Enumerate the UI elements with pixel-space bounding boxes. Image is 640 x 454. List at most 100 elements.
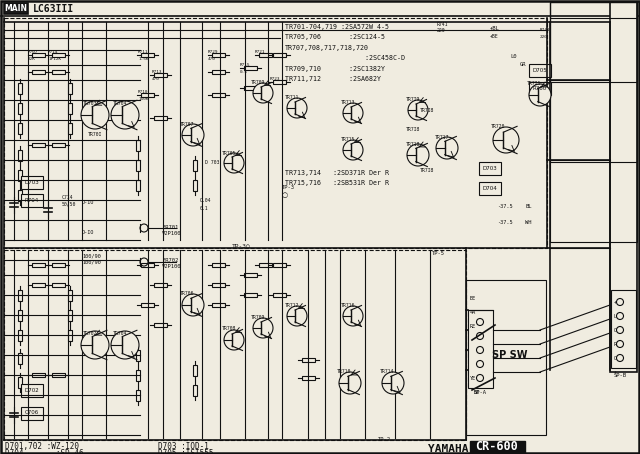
Text: TP-3: TP-3 [282, 185, 295, 190]
Bar [51, 53, 65, 57]
Text: GR: GR [520, 62, 527, 67]
Bar [193, 179, 197, 191]
Text: R714: R714 [48, 50, 58, 54]
Bar [18, 290, 22, 301]
Bar [18, 189, 22, 201]
Text: R723: R723 [270, 77, 280, 81]
Bar [154, 323, 166, 327]
Text: +: + [614, 370, 616, 375]
Bar [31, 283, 45, 287]
Text: D705: D705 [532, 68, 547, 73]
Circle shape [343, 103, 363, 123]
Bar [529, 82, 551, 94]
Circle shape [111, 331, 139, 359]
Text: R721: R721 [255, 50, 266, 54]
Text: TR721: TR721 [527, 81, 541, 86]
Text: R710: R710 [138, 90, 148, 94]
Text: BL: BL [525, 204, 531, 209]
Bar [21, 176, 43, 188]
Text: D703: D703 [24, 179, 40, 184]
Bar [31, 263, 45, 267]
Bar [259, 263, 271, 267]
Text: TR711: TR711 [285, 95, 300, 100]
Bar [466, 280, 546, 435]
Text: 150K: 150K [138, 97, 148, 101]
Text: R760: R760 [533, 85, 547, 90]
Text: TP-5: TP-5 [432, 251, 445, 256]
Bar [31, 53, 45, 57]
Text: TR705,706       :2SC124-5: TR705,706 :2SC124-5 [285, 35, 385, 40]
Bar [141, 303, 154, 307]
Bar [550, 2, 637, 162]
Bar [51, 283, 65, 287]
Bar [273, 293, 285, 297]
Circle shape [253, 83, 273, 103]
Bar [18, 123, 22, 133]
Bar [136, 179, 140, 191]
Text: TR718: TR718 [406, 142, 420, 147]
Text: 50/50: 50/50 [62, 201, 76, 206]
Text: RE: RE [470, 324, 476, 329]
Bar [273, 80, 285, 84]
Bar [154, 116, 166, 120]
Text: ○: ○ [282, 192, 288, 198]
Text: TR709: TR709 [251, 80, 266, 85]
Circle shape [493, 127, 519, 153]
Text: R713: R713 [152, 70, 163, 74]
Bar [68, 83, 72, 94]
Text: TR709: TR709 [251, 315, 266, 320]
Bar [21, 193, 43, 207]
Text: 0.1: 0.1 [200, 206, 209, 211]
Circle shape [182, 124, 204, 146]
Text: TP-2: TP-2 [378, 437, 391, 442]
Text: D702: D702 [24, 388, 40, 393]
Bar [243, 66, 257, 70]
Bar [68, 290, 72, 301]
Bar [470, 441, 525, 454]
Bar [610, 2, 637, 372]
Text: D 703: D 703 [205, 160, 220, 165]
Circle shape [111, 101, 139, 129]
Text: TR7I9: TR7I9 [406, 97, 420, 102]
Text: D704: D704 [483, 186, 497, 191]
Bar [193, 365, 197, 375]
Text: TR7I8: TR7I8 [420, 108, 435, 113]
Bar [18, 149, 22, 161]
Bar [211, 303, 225, 307]
Text: TR711,712       :2SA682Y: TR711,712 :2SA682Y [285, 77, 381, 83]
Bar [468, 310, 493, 388]
Bar [301, 358, 314, 362]
Bar [68, 330, 72, 340]
Text: TR713: TR713 [341, 100, 355, 105]
Text: +BL: +BL [490, 26, 500, 31]
Bar [154, 73, 166, 77]
Bar [136, 139, 140, 150]
Bar [550, 2, 637, 82]
Bar [18, 352, 22, 364]
Text: R704: R704 [25, 197, 39, 202]
Bar [51, 70, 65, 74]
Bar [243, 273, 257, 277]
Text: :2SC458C-D: :2SC458C-D [285, 55, 405, 61]
Text: TR706: TR706 [180, 291, 195, 296]
Text: L: L [614, 314, 616, 319]
Bar [259, 53, 271, 57]
Bar [193, 159, 197, 171]
Bar [211, 263, 225, 267]
Text: TR714: TR714 [380, 369, 394, 374]
Bar [18, 330, 22, 340]
Bar [4, 18, 547, 248]
Text: SP-A: SP-A [474, 390, 486, 395]
Text: C706: C706 [25, 410, 39, 415]
Text: YE: YE [470, 375, 476, 380]
Bar [211, 283, 225, 287]
Text: O.04: O.04 [200, 198, 211, 203]
Text: TP-3○: TP-3○ [232, 243, 251, 248]
Bar [51, 143, 65, 147]
Bar [273, 53, 285, 57]
Circle shape [343, 306, 363, 326]
Text: D703 :IOD-1: D703 :IOD-1 [158, 442, 209, 451]
Circle shape [182, 294, 204, 316]
Text: BE: BE [470, 296, 476, 301]
Bar [18, 103, 22, 114]
